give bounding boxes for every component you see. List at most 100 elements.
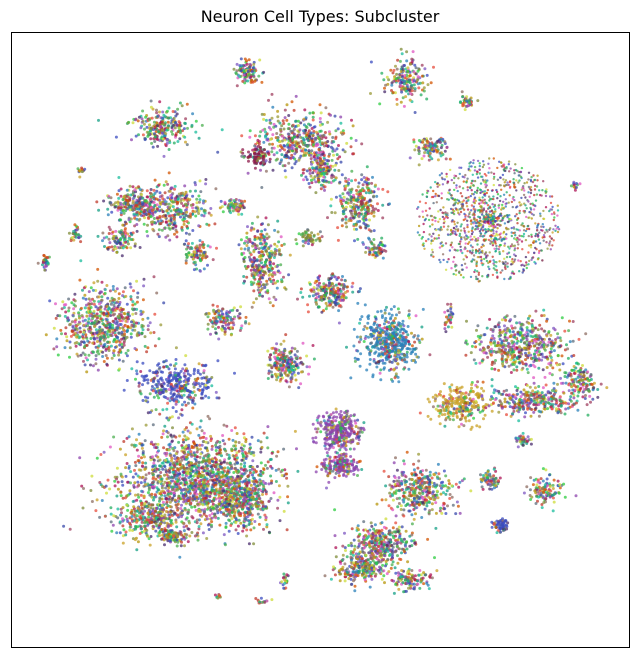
- data-point: [315, 130, 318, 134]
- data-point: [273, 251, 277, 255]
- data-point: [118, 218, 122, 222]
- data-point: [415, 78, 419, 82]
- data-point: [352, 193, 355, 197]
- data-point: [529, 189, 533, 192]
- data-point: [257, 157, 261, 160]
- data-point: [250, 264, 254, 268]
- data-point: [275, 244, 279, 248]
- data-point: [438, 246, 442, 249]
- data-point: [493, 175, 496, 179]
- data-point: [344, 217, 348, 221]
- data-point: [397, 76, 401, 80]
- data-point: [191, 229, 195, 232]
- data-point: [308, 185, 312, 189]
- data-point: [249, 258, 253, 261]
- data-point: [101, 231, 105, 235]
- data-point: [464, 242, 467, 245]
- data-point: [535, 193, 539, 196]
- data-point: [556, 230, 560, 234]
- data-point: [124, 209, 128, 213]
- data-point: [84, 333, 88, 337]
- data-point: [403, 76, 407, 80]
- data-point: [329, 291, 333, 295]
- data-point: [444, 242, 448, 245]
- data-point: [350, 118, 353, 122]
- data-point: [246, 265, 250, 268]
- data-point: [359, 192, 362, 196]
- data-point: [258, 293, 262, 296]
- data-point: [124, 319, 128, 323]
- data-point: [489, 240, 492, 243]
- data-point: [109, 311, 113, 314]
- data-point: [272, 262, 276, 266]
- data-point: [185, 224, 189, 228]
- data-point: [470, 222, 473, 226]
- data-point: [138, 212, 142, 216]
- data-point: [162, 183, 166, 187]
- data-point: [321, 179, 325, 182]
- cluster-16: [364, 236, 388, 260]
- data-point: [517, 243, 520, 246]
- data-point: [296, 297, 299, 301]
- data-point: [132, 212, 136, 216]
- data-point: [141, 119, 145, 123]
- data-point: [478, 196, 481, 199]
- data-point: [359, 189, 363, 193]
- data-point: [162, 301, 166, 305]
- data-point: [133, 347, 137, 350]
- data-point: [271, 133, 275, 137]
- cluster-14: [237, 215, 292, 309]
- data-point: [376, 202, 379, 206]
- data-point: [367, 228, 371, 232]
- data-point: [103, 291, 107, 295]
- data-point: [540, 249, 543, 252]
- data-point: [257, 142, 261, 146]
- data-point: [169, 209, 173, 213]
- cluster-20: [204, 303, 251, 341]
- data-point: [232, 205, 236, 209]
- data-point: [265, 138, 269, 142]
- data-point: [124, 240, 128, 244]
- data-point: [173, 126, 177, 130]
- data-point: [98, 314, 102, 318]
- data-point: [494, 250, 497, 253]
- data-point: [515, 189, 518, 192]
- data-point: [102, 199, 106, 203]
- data-point: [82, 323, 86, 327]
- data-point: [143, 335, 147, 339]
- data-point: [65, 339, 69, 343]
- data-point: [287, 161, 291, 165]
- data-point: [321, 141, 324, 145]
- data-point: [496, 234, 499, 237]
- data-point: [311, 171, 315, 175]
- data-point: [87, 317, 91, 321]
- data-point: [461, 187, 465, 190]
- data-point: [159, 125, 163, 129]
- data-point: [441, 211, 444, 214]
- data-point: [63, 314, 67, 318]
- data-point: [76, 354, 80, 358]
- data-point: [512, 261, 515, 264]
- data-point: [106, 307, 110, 311]
- data-point: [148, 209, 152, 213]
- data-point: [126, 325, 130, 329]
- data-point: [114, 247, 118, 250]
- data-point: [81, 351, 85, 355]
- data-point: [273, 253, 277, 257]
- data-point: [556, 204, 559, 207]
- data-point: [470, 252, 473, 255]
- data-point: [129, 295, 133, 299]
- data-point: [554, 224, 557, 227]
- data-point: [479, 188, 483, 192]
- data-point: [365, 165, 369, 169]
- data-point: [252, 250, 256, 254]
- data-point: [478, 168, 481, 171]
- data-point: [527, 263, 530, 266]
- data-point: [274, 298, 278, 302]
- data-point: [134, 134, 138, 138]
- data-point: [146, 216, 150, 220]
- data-point: [326, 216, 329, 220]
- data-point: [432, 146, 436, 150]
- data-point: [168, 227, 172, 231]
- data-point: [489, 206, 492, 209]
